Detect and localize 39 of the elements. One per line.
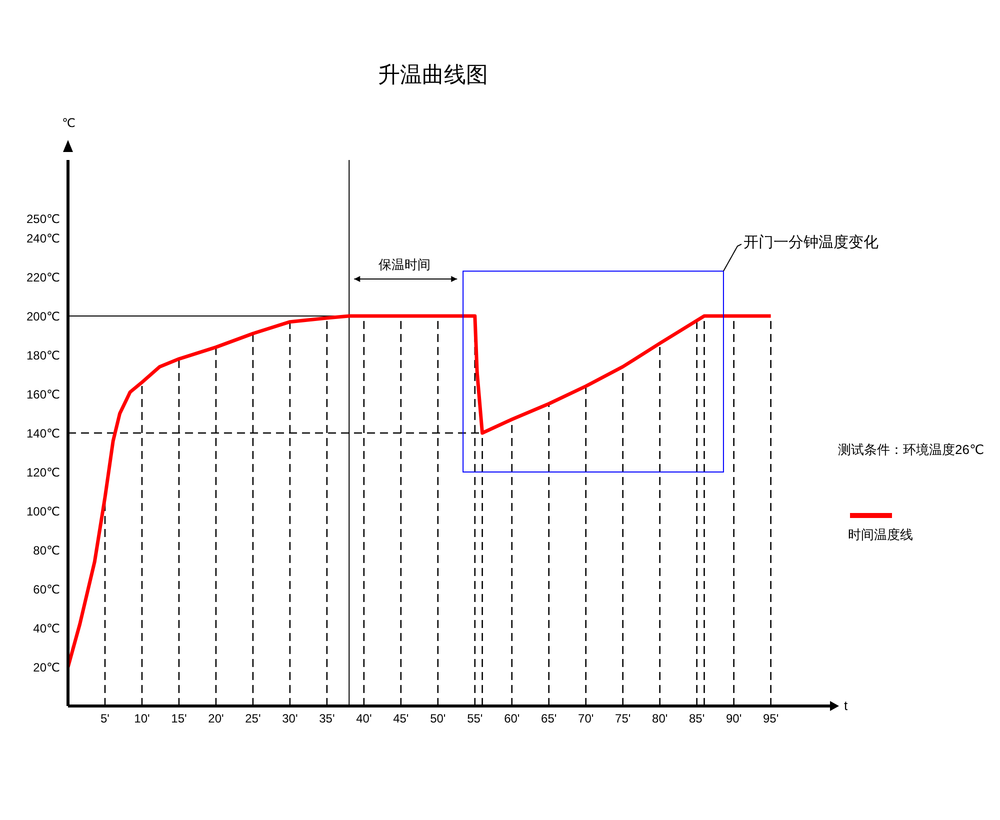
y-tick-label: 160℃ <box>26 387 60 402</box>
y-tick-label: 140℃ <box>26 426 60 440</box>
x-tick-label: 70' <box>578 712 594 726</box>
y-tick-label: 200℃ <box>26 309 60 324</box>
x-tick-label: 50' <box>430 712 446 726</box>
x-tick-label: 75' <box>615 712 631 726</box>
x-tick-label: 40' <box>356 712 372 726</box>
x-tick-label: 45' <box>393 712 409 726</box>
y-axis-title: ℃ <box>62 116 76 130</box>
y-tick-label: 20℃ <box>33 660 60 674</box>
annotation: 开门一分钟温度变化 <box>743 233 878 252</box>
x-tick-label: 65' <box>541 712 557 726</box>
y-tick-label: 240℃ <box>26 231 60 246</box>
y-tick-label: 60℃ <box>33 582 60 596</box>
x-tick-label: 80' <box>652 712 668 726</box>
y-tick-label: 220℃ <box>26 270 60 284</box>
text: 测试条件：环境温度26℃ <box>838 441 984 459</box>
y-tick-label: 180℃ <box>26 348 60 362</box>
x-tick-label: 95' <box>762 712 779 726</box>
y-tick-label: 100℃ <box>26 504 60 518</box>
x-tick-label: 5' <box>100 712 110 726</box>
x-tick-label: 85' <box>689 712 705 726</box>
x-tick-label: 25' <box>245 712 261 726</box>
y-tick-label: 40℃ <box>33 621 60 636</box>
x-tick-label: 20' <box>208 712 224 726</box>
annotation: 保温时间 <box>378 256 432 274</box>
x-tick-label: 90' <box>726 712 742 726</box>
chart-title: 升温曲线图 <box>377 61 489 89</box>
x-axis-title: t <box>844 698 848 713</box>
y-tick-label: 120℃ <box>26 465 60 480</box>
y-tick-label: 250℃ <box>26 212 60 226</box>
x-tick-label: 55' <box>467 712 483 726</box>
x-tick-label: 15' <box>171 712 187 726</box>
x-tick-label: 30' <box>282 712 298 726</box>
y-tick-label: 80℃ <box>33 543 60 558</box>
x-tick-label: 35' <box>319 712 335 726</box>
legend-label: 时间温度线 <box>848 526 913 544</box>
x-tick-label: 60' <box>504 712 520 726</box>
x-tick-label: 10' <box>134 712 150 726</box>
